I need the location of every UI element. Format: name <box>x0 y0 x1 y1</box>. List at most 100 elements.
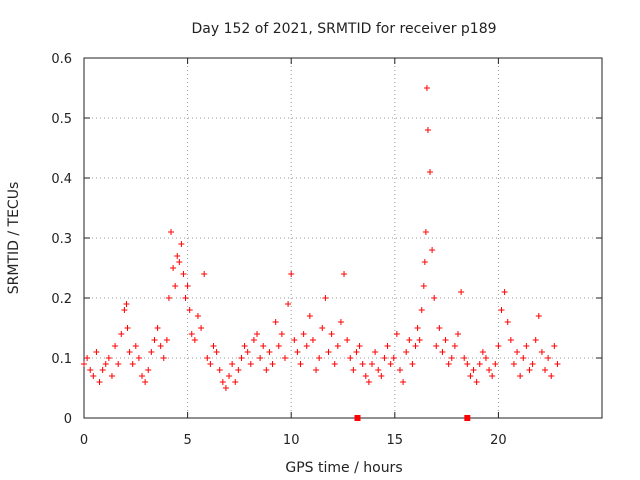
data-point <box>241 343 248 349</box>
data-point <box>186 307 193 313</box>
data-point <box>427 169 434 175</box>
y-tick-label: 0.1 <box>51 352 72 367</box>
data-point <box>244 349 251 355</box>
data-point <box>341 271 348 277</box>
data-point <box>454 331 461 337</box>
data-point <box>285 301 292 307</box>
data-point <box>216 367 223 373</box>
data-point <box>433 343 440 349</box>
data-point <box>526 367 533 373</box>
y-tick-label: 0.2 <box>51 292 72 307</box>
data-point <box>356 343 363 349</box>
axis-marker <box>354 415 361 421</box>
data-point <box>375 367 382 373</box>
data-point <box>207 361 214 367</box>
data-point <box>390 355 397 361</box>
data-point <box>102 361 109 367</box>
data-point <box>403 349 410 355</box>
data-point <box>532 337 539 343</box>
data-point <box>436 325 443 331</box>
data-point <box>492 361 499 367</box>
data-point <box>412 343 419 349</box>
data-point <box>174 253 181 259</box>
data-point <box>135 355 142 361</box>
data-point <box>489 373 496 379</box>
chart-title: Day 152 of 2021, SRMTID for receiver p18… <box>191 21 496 37</box>
grid-lines <box>84 57 602 418</box>
data-point <box>294 349 301 355</box>
data-point <box>319 325 326 331</box>
data-point <box>418 307 425 313</box>
data-point <box>529 361 536 367</box>
data-point <box>178 241 185 247</box>
data-point <box>148 349 155 355</box>
data-point <box>337 319 344 325</box>
data-point <box>272 319 279 325</box>
data-point <box>160 355 167 361</box>
data-point <box>194 313 201 319</box>
data-point <box>226 373 233 379</box>
data-point <box>353 349 360 355</box>
data-point <box>548 373 555 379</box>
data-point <box>254 331 261 337</box>
data-point <box>201 271 208 277</box>
data-point <box>105 355 112 361</box>
axis-marker <box>464 415 471 421</box>
x-tick-label: 20 <box>490 433 507 448</box>
data-point <box>121 307 128 313</box>
data-point <box>416 337 423 343</box>
data-point <box>495 343 502 349</box>
data-point <box>365 379 372 385</box>
data-point <box>545 355 552 361</box>
x-tick-label: 15 <box>387 433 404 448</box>
data-point <box>479 349 486 355</box>
data-point <box>129 361 136 367</box>
data-point <box>247 361 254 367</box>
data-point <box>461 355 468 361</box>
data-point <box>309 337 316 343</box>
data-point <box>445 361 452 367</box>
data-point <box>538 349 545 355</box>
data-point <box>303 343 310 349</box>
data-point <box>316 355 323 361</box>
data-point <box>442 337 449 343</box>
data-point <box>458 289 465 295</box>
data-point <box>464 361 471 367</box>
data-point <box>257 355 264 361</box>
data-point <box>108 373 115 379</box>
data-point <box>157 343 164 349</box>
data-point <box>439 349 446 355</box>
data-point <box>501 289 508 295</box>
data-point <box>542 367 549 373</box>
x-tick-label: 0 <box>80 433 88 448</box>
data-point <box>288 271 295 277</box>
data-point <box>291 337 298 343</box>
data-point <box>369 361 376 367</box>
data-point <box>263 367 270 373</box>
data-point <box>99 367 106 373</box>
data-point <box>198 325 205 331</box>
data-point <box>93 349 100 355</box>
data-point <box>551 343 558 349</box>
data-point <box>222 385 229 391</box>
data-point <box>473 379 480 385</box>
data-point <box>281 355 288 361</box>
data-point <box>172 283 179 289</box>
data-point <box>115 361 122 367</box>
data-point <box>182 295 189 301</box>
data-point <box>448 355 455 361</box>
data-point <box>168 229 175 235</box>
data-point <box>372 349 379 355</box>
data-point <box>322 295 329 301</box>
data-point <box>514 349 521 355</box>
data-point <box>154 325 161 331</box>
data-point <box>163 337 170 343</box>
data-point <box>381 355 388 361</box>
data-point <box>393 331 400 337</box>
data-point <box>422 229 429 235</box>
y-tick-label: 0.5 <box>51 112 72 127</box>
data-point <box>165 295 172 301</box>
data-point <box>250 337 257 343</box>
data-point <box>184 283 191 289</box>
